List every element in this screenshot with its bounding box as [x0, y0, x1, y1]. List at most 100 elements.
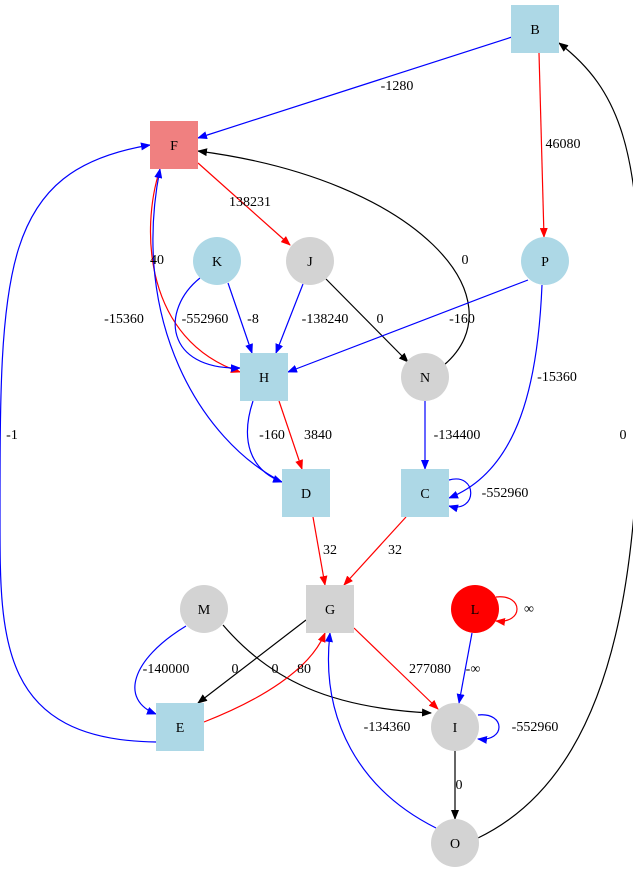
node-n: N [401, 353, 449, 401]
edge-label-kh2: -8 [247, 312, 259, 327]
edge-ef [0, 142, 157, 743]
edge-bf [197, 36, 513, 140]
node-c: C [401, 469, 449, 517]
node-label-g: G [325, 603, 335, 618]
node-label-b: B [530, 23, 539, 38]
edge-label-bp: 46080 [546, 137, 581, 152]
node-d: D [282, 469, 330, 517]
node-label-l: L [471, 603, 480, 618]
node-f: F [150, 121, 198, 169]
edge-label-nc: -134400 [434, 428, 481, 443]
edge-dg [312, 516, 328, 586]
edge-label-pc: -15360 [537, 370, 577, 385]
edge-label-df: -15360 [104, 312, 144, 327]
node-j: J [286, 237, 334, 285]
edges-layer [0, 36, 633, 839]
edge-label-cg: 32 [388, 543, 402, 558]
node-shape-o [431, 819, 479, 867]
edge-ii [477, 714, 500, 744]
edge-bp [538, 52, 548, 238]
node-shape-g [306, 585, 354, 633]
edge-label-nf: 0 [462, 253, 469, 268]
node-label-c: C [420, 487, 429, 502]
edge-hd1 [246, 400, 283, 483]
edge-li [456, 632, 473, 704]
node-shape-m [180, 585, 228, 633]
edge-label-ob: 0 [620, 428, 627, 443]
edge-label-dg: 32 [323, 543, 337, 558]
node-m: M [180, 585, 228, 633]
edge-jn [325, 278, 409, 363]
edge-label-jh: -138240 [302, 312, 349, 327]
node-label-o: O [450, 837, 460, 852]
edge-label-hd2: 3840 [304, 428, 332, 443]
node-i: I [431, 703, 479, 751]
node-shape-h [240, 353, 288, 401]
node-e: E [156, 703, 204, 751]
node-o: O [431, 819, 479, 867]
edge-label-cc: -552960 [482, 486, 529, 501]
node-label-h: H [259, 371, 269, 386]
edge-hd2 [278, 400, 303, 470]
node-g: G [306, 585, 354, 633]
node-h: H [240, 353, 288, 401]
edge-fj [197, 162, 291, 246]
edge-label-gi: 277080 [409, 662, 451, 677]
edge-kh2 [227, 282, 253, 354]
edge-ph [287, 279, 529, 373]
node-l: L [451, 585, 499, 633]
edge-label-ph: -160 [449, 312, 475, 327]
node-shape-c [401, 469, 449, 517]
edge-label-ii: -552960 [512, 720, 559, 735]
node-shape-b [511, 5, 559, 53]
node-shape-p [521, 237, 569, 285]
node-label-e: E [176, 721, 185, 736]
edge-cc [448, 478, 472, 513]
edge-pc [448, 284, 543, 499]
node-shape-l [451, 585, 499, 633]
edge-gi [353, 627, 439, 710]
edge-label-fj: 138231 [229, 195, 271, 210]
edge-ob [477, 42, 633, 839]
node-label-k: K [212, 255, 222, 270]
edge-og [325, 632, 437, 829]
node-shape-e [156, 703, 204, 751]
edge-label-og: -134360 [364, 720, 411, 735]
node-shape-n [401, 353, 449, 401]
node-shape-d [282, 469, 330, 517]
node-shape-k [193, 237, 241, 285]
edge-kh1 [174, 277, 241, 373]
node-b: B [511, 5, 559, 53]
node-shape-f [150, 121, 198, 169]
edge-label-mi: 0 [272, 662, 279, 677]
node-shape-j [286, 237, 334, 285]
node-k: K [193, 237, 241, 285]
node-label-i: I [453, 721, 458, 736]
node-label-p: P [541, 255, 549, 270]
edge-label-me: -140000 [143, 662, 190, 677]
edge-cg [343, 516, 407, 586]
edge-eg [203, 632, 326, 723]
node-p: P [521, 237, 569, 285]
edge-ge [197, 619, 307, 704]
edge-label-hd1: -160 [259, 428, 285, 443]
edge-df [152, 168, 283, 483]
edge-ll [495, 596, 518, 626]
edge-label-io: 0 [456, 778, 463, 793]
edge-label-ef: -1 [6, 428, 18, 443]
edge-label-ge: 0 [232, 662, 239, 677]
edge-label-eg: 80 [297, 662, 311, 677]
edge-label-ll: ∞ [524, 602, 534, 617]
edge-me [134, 625, 187, 715]
edge-label-li: -∞ [466, 662, 481, 677]
edge-label-bf: -1280 [381, 79, 414, 94]
edge-label-kh1: -552960 [182, 312, 229, 327]
edge-fh [149, 168, 241, 373]
edge-label-jn: 0 [377, 312, 384, 327]
node-label-f: F [170, 139, 178, 154]
node-shape-i [431, 703, 479, 751]
edge-label-fh: 40 [150, 253, 164, 268]
nodes-layer: B F J K P H N D C M G L E I O [150, 5, 569, 867]
edge-mi [222, 624, 432, 717]
